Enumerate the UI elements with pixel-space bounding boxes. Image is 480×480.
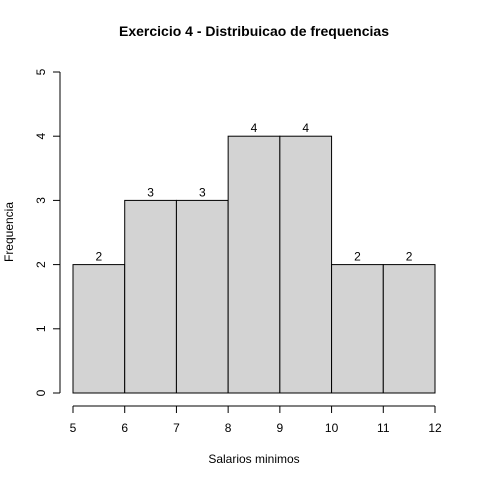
x-tick-label: 7 xyxy=(173,421,180,435)
x-axis: 5 6 7 8 9 10 11 12 xyxy=(70,405,442,435)
bar-value-label: 2 xyxy=(406,250,413,264)
bar-value-label: 4 xyxy=(302,121,309,135)
bar-7-8 xyxy=(175,199,229,394)
y-tick-label: 3 xyxy=(34,197,48,204)
bar-6-7 xyxy=(124,199,177,394)
x-tick-label: 5 xyxy=(70,421,77,435)
y-axis: 0 1 2 3 4 5 xyxy=(34,68,61,396)
bar-value-label: 3 xyxy=(147,185,154,199)
x-axis-label: Salarios minimos xyxy=(208,452,299,466)
bar-11-12 xyxy=(382,264,436,394)
bar-labels-group: 2 3 3 4 4 2 2 xyxy=(96,121,413,263)
bar-value-label: 2 xyxy=(96,250,103,264)
bars-group xyxy=(72,135,436,394)
x-tick-label: 8 xyxy=(225,421,232,435)
y-tick-label: 4 xyxy=(34,133,48,140)
x-tick-label: 10 xyxy=(325,421,339,435)
bar-10-11 xyxy=(331,264,384,394)
x-tick-label: 6 xyxy=(121,421,128,435)
y-tick-label: 2 xyxy=(34,261,48,268)
x-tick-label: 12 xyxy=(428,421,442,435)
y-tick-label: 0 xyxy=(34,389,48,396)
bar-9-10 xyxy=(279,135,333,394)
bar-value-label: 4 xyxy=(251,121,258,135)
y-tick-label: 1 xyxy=(34,325,48,332)
chart-title: Exercicio 4 - Distribuicao de frequencia… xyxy=(119,23,389,39)
y-axis-label: Frequencia xyxy=(2,202,16,262)
y-tick-label: 5 xyxy=(34,68,48,75)
bar-5-6 xyxy=(72,264,126,394)
bar-value-label: 3 xyxy=(199,185,206,199)
bar-value-label: 2 xyxy=(354,250,361,264)
x-tick-label: 11 xyxy=(377,421,390,435)
x-tick-label: 9 xyxy=(277,421,284,435)
bar-8-9 xyxy=(227,135,281,394)
